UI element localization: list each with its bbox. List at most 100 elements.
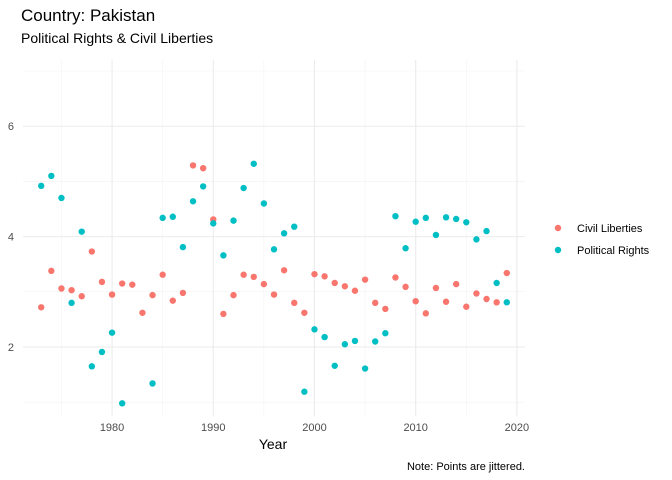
x-tick-label: 1980	[100, 422, 124, 434]
political-rights-point	[159, 214, 166, 222]
political-rights-point	[280, 230, 288, 237]
political-rights-point	[48, 172, 55, 180]
civil-liberties-point	[463, 303, 470, 310]
civil-liberties-point	[432, 284, 440, 292]
political-rights-point	[493, 279, 500, 287]
civil-liberties-point	[129, 281, 136, 288]
civil-liberties-point	[392, 274, 399, 281]
civil-liberties-point	[149, 291, 156, 299]
political-rights-point	[108, 329, 116, 336]
civil-liberties-point	[301, 309, 308, 316]
civil-liberties-point	[220, 310, 227, 318]
civil-liberties-point	[108, 291, 116, 298]
x-tick-label: 2000	[302, 422, 326, 434]
civil-liberties-point	[58, 285, 65, 292]
y-axis-ticks: 2 4 6	[8, 121, 14, 354]
civil-liberties-point	[331, 279, 338, 287]
minor-gridlines	[23, 60, 525, 416]
civil-liberties-point	[311, 270, 318, 278]
political-rights-point	[483, 227, 490, 235]
x-tick-label: 1990	[201, 422, 225, 434]
civil-liberties-point	[452, 280, 460, 288]
civil-liberties-point	[280, 267, 288, 274]
political-rights-point	[341, 341, 349, 348]
x-axis-title: Year	[259, 436, 288, 452]
political-rights-point	[68, 299, 75, 307]
civil-liberties-point	[38, 304, 45, 311]
political-rights-point	[503, 299, 510, 306]
civil-liberties-point	[250, 273, 257, 281]
civil-liberties-point	[230, 291, 237, 299]
civil-liberties-point	[351, 287, 359, 294]
political-rights-point	[361, 365, 369, 372]
political-rights-point	[260, 200, 268, 207]
political-rights-point	[179, 243, 187, 251]
y-tick-label: 4	[8, 232, 14, 244]
civil-liberties-point	[442, 298, 450, 305]
x-tick-label: 2010	[403, 422, 427, 434]
civil-liberties-point	[382, 305, 389, 313]
y-tick-label: 2	[8, 342, 14, 354]
political-rights-point	[473, 236, 480, 243]
political-rights-point	[58, 194, 65, 202]
political-rights-point	[291, 223, 298, 230]
major-gridlines	[23, 60, 525, 416]
civil-liberties-point	[422, 310, 430, 317]
legend-label-civil-liberties: Civil Liberties	[577, 223, 643, 235]
civil-liberties-point	[98, 278, 106, 286]
civil-liberties-point	[88, 248, 96, 255]
political-rights-point	[463, 219, 470, 226]
political-rights-point	[98, 348, 106, 356]
civil-liberties-point	[291, 299, 298, 307]
political-rights-point	[169, 213, 176, 220]
political-rights-point	[301, 388, 308, 395]
chart-caption: Note: Points are jittered.	[407, 461, 525, 473]
political-rights-point	[78, 228, 85, 235]
political-rights-point	[311, 326, 318, 333]
civil-liberties-point	[68, 286, 75, 294]
civil-liberties-point	[361, 276, 369, 283]
political-rights-point	[210, 220, 217, 227]
civil-liberties-point	[189, 162, 197, 169]
civil-liberties-point	[321, 273, 328, 280]
civil-liberties-point	[179, 289, 187, 297]
political-rights-point	[88, 363, 96, 370]
y-tick-label: 6	[8, 121, 14, 133]
political-rights-point	[38, 182, 45, 190]
chart-subtitle: Political Rights & Civil Liberties	[21, 30, 213, 46]
civil-liberties-point	[78, 293, 85, 300]
civil-liberties-point	[493, 299, 500, 306]
political-rights-point	[199, 183, 207, 190]
civil-liberties-point	[412, 297, 419, 305]
x-axis-ticks: 1980 1990 2000 2010 2020	[100, 422, 529, 434]
legend: Civil Liberties Political Rights	[554, 223, 650, 257]
political-rights-point	[270, 246, 278, 253]
data-points	[38, 160, 510, 407]
chart-title: Country: Pakistan	[21, 6, 155, 25]
civil-liberties-point	[48, 267, 55, 275]
political-rights-point	[118, 400, 126, 407]
political-rights-point	[432, 231, 440, 239]
political-rights-point	[149, 380, 156, 387]
legend-label-political-rights: Political Rights	[577, 245, 650, 257]
civil-liberties-point	[270, 291, 278, 298]
civil-liberties-point	[240, 271, 247, 278]
civil-liberties-point	[483, 295, 490, 303]
political-rights-point	[189, 198, 197, 205]
political-rights-point	[412, 218, 419, 225]
political-rights-point	[442, 214, 450, 221]
political-rights-point	[422, 214, 430, 222]
political-rights-point	[220, 252, 227, 259]
civil-liberties-point	[260, 280, 268, 288]
civil-liberties-point	[402, 283, 409, 291]
political-rights-point	[250, 160, 257, 167]
political-rights-point	[392, 212, 399, 220]
legend-key-civil-liberties	[554, 224, 562, 232]
civil-liberties-point	[139, 309, 146, 316]
political-rights-point	[321, 333, 328, 341]
civil-liberties-point	[341, 283, 349, 290]
x-tick-label: 2020	[505, 422, 529, 434]
political-rights-point	[452, 215, 460, 223]
civil-liberties-point	[503, 269, 510, 277]
